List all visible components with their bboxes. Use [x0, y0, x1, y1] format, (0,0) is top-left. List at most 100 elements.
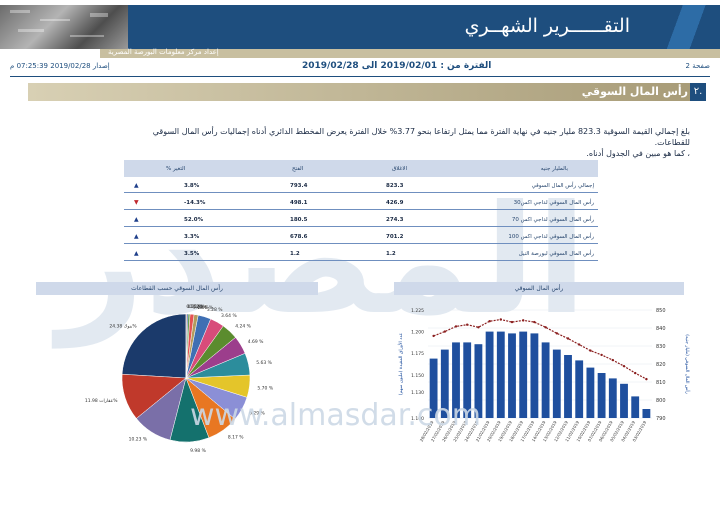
issuer-band — [100, 49, 720, 58]
row-open-value: 678.6 — [290, 234, 308, 240]
pie-slice-label: 5.70 % — [257, 385, 273, 391]
line-point — [510, 320, 514, 324]
section-bar — [28, 83, 690, 101]
pie-slice-label: 5.63 % — [256, 360, 272, 366]
line-point — [533, 320, 536, 324]
column-header-close: الاغلاق — [392, 166, 408, 172]
y-left-tick-label: 1.150 — [411, 373, 424, 379]
y-right-tick-label: 810 — [656, 380, 666, 386]
column-header-open: الفتح — [292, 166, 304, 172]
chart-bar — [631, 396, 640, 418]
row-change-value: 3.5% — [184, 251, 200, 257]
y-left-axis-title: عدد الأوراق المقيدة (مليون سهم) — [397, 332, 404, 395]
section-number: ٢. — [690, 83, 706, 101]
y-right-axis-title: رأس المال السوقي (مليار جنيه) — [684, 334, 691, 394]
row-open-value: 793.4 — [290, 183, 308, 189]
row-name: رأس المال السوقي لداجي اكس 70 — [511, 217, 594, 223]
watermark-logo: المصدر — [58, 174, 591, 348]
line-point — [645, 377, 648, 381]
pie-slice-label: 24.38 بنوك% — [109, 324, 137, 330]
pie-slice-label: 4.69 % — [248, 339, 264, 345]
pie-slice-label: 3.64 % — [221, 313, 237, 319]
y-right-tick-label: 830 — [656, 344, 666, 350]
issuer-label: إعداد مركز معلومات البورصة المصرية — [108, 48, 219, 56]
pie-slice-label: 0.16 % — [186, 304, 202, 310]
sector-pie-chart: 24.38 بنوك% 11.98 عقارات% 10.23 % 9.98 % 8.1… — [85, 304, 274, 454]
market-cap-bar-chart: 790 800 810 820 830 840 850 1.100 1.130 1.150 1.17… — [397, 308, 691, 442]
row-name: رأس المال السوقي لداجي اكس30 — [513, 200, 594, 206]
report-banner: التقــــــرير الشهــري — [0, 5, 720, 49]
line-point — [600, 353, 603, 357]
chart-bar — [608, 378, 617, 418]
summary-line-1: بلغ إجمالي القيمة السوقية 823.3 مليار جن… — [152, 127, 690, 147]
y-right-tick-label: 790 — [656, 416, 666, 422]
row-name: إجمالي رأس المال السوقي — [531, 183, 594, 189]
row-close-value: 823.3 — [386, 183, 404, 189]
banner-band — [128, 5, 720, 49]
row-open-value: 1.2 — [290, 251, 300, 257]
chart-bar — [541, 342, 550, 418]
pie-slice-label: 8.17 % — [228, 435, 244, 441]
line-point — [544, 326, 547, 329]
y-left-tick-label: 1.175 — [411, 351, 424, 357]
y-left-tick-label: 1.225 — [411, 308, 424, 314]
y-left-tick-label: 1.100 — [411, 416, 424, 422]
table-row: إجمالي رأس المال السوقي 823.3 793.4 3.8% ▲ — [124, 177, 598, 193]
summary-paragraph: بلغ إجمالي القيمة السوقية 823.3 مليار جن… — [150, 126, 690, 159]
chart-bar — [597, 373, 606, 418]
table-row: رأس المال السوقي لداجي اكس 100 701.2 678.6… — [124, 228, 598, 244]
chart-bar — [586, 367, 595, 418]
summary-line-2: ، كما هو مبين في الجدول أدناه. — [586, 149, 690, 158]
section-title: رأس المال السوقي — [581, 85, 688, 98]
issue-date: إصدار 2019/02/28 07:25:39 م — [10, 62, 110, 70]
column-header-name: بالمليار جنيه — [540, 166, 568, 172]
pie-slice-label: 0.52 % — [189, 304, 205, 310]
line-point — [443, 330, 446, 333]
row-close-value: 426.9 — [386, 200, 404, 206]
pie-slice-label: 0.31 % — [187, 304, 203, 310]
row-change-value: 3.8% — [184, 183, 200, 189]
chart-bar — [620, 383, 628, 418]
line-point — [555, 332, 558, 335]
y-right-tick-label: 800 — [656, 398, 666, 404]
pie-slice — [121, 313, 187, 379]
banner-stripe — [660, 5, 720, 49]
row-close-value: 1.2 — [386, 251, 396, 257]
table-row: رأس المال السوقي لداجي اكس 70 274.3 180.5 5… — [124, 211, 598, 227]
report-title: التقــــــرير الشهــري — [464, 15, 630, 37]
chart-bar — [474, 344, 483, 418]
row-open-value: 498.1 — [290, 200, 308, 206]
arrow-up-icon: ▲ — [134, 216, 139, 223]
chart-bar — [530, 333, 539, 418]
arrow-down-icon: ▼ — [134, 199, 139, 206]
y-left-tick-label: 1.130 — [411, 390, 424, 396]
line-series — [433, 318, 647, 380]
table-row: رأس المال السوقي لبورصة النيل 1.2 1.2 3.5% ▲ — [124, 245, 598, 261]
chart-bar — [642, 409, 651, 418]
watermark-url: www.almasdar.com — [190, 398, 481, 433]
y-left-tick-label: 1.200 — [411, 330, 424, 336]
chart-bar — [575, 360, 584, 418]
line-point — [499, 318, 502, 321]
column-header-change: % التغير — [166, 166, 186, 172]
arrow-up-icon: ▲ — [134, 182, 139, 189]
pie-slice-label: 1.02 % — [193, 304, 209, 310]
chart-bar — [496, 331, 505, 418]
meta-row: صفحة 2 الفترة من : 2019/02/01 الى 2019/0… — [10, 61, 710, 75]
line-point — [454, 325, 458, 328]
row-close-value: 274.3 — [386, 217, 404, 223]
line-point — [611, 358, 614, 362]
y-right-tick-label: 850 — [656, 308, 666, 314]
line-point — [634, 371, 637, 375]
chart-bar — [552, 349, 561, 418]
row-change-value: 52.0% — [184, 217, 204, 223]
y-right-tick-label: 820 — [656, 362, 666, 368]
pie-slice-label: 9.98 % — [190, 448, 206, 454]
banner-photo — [0, 5, 128, 49]
y-right-tick-label: 840 — [656, 326, 666, 332]
row-change-value: -14.3% — [184, 200, 206, 206]
chart-bar — [452, 342, 460, 418]
line-point — [466, 323, 469, 326]
pie-slice-label: 3.28 % — [207, 307, 223, 313]
